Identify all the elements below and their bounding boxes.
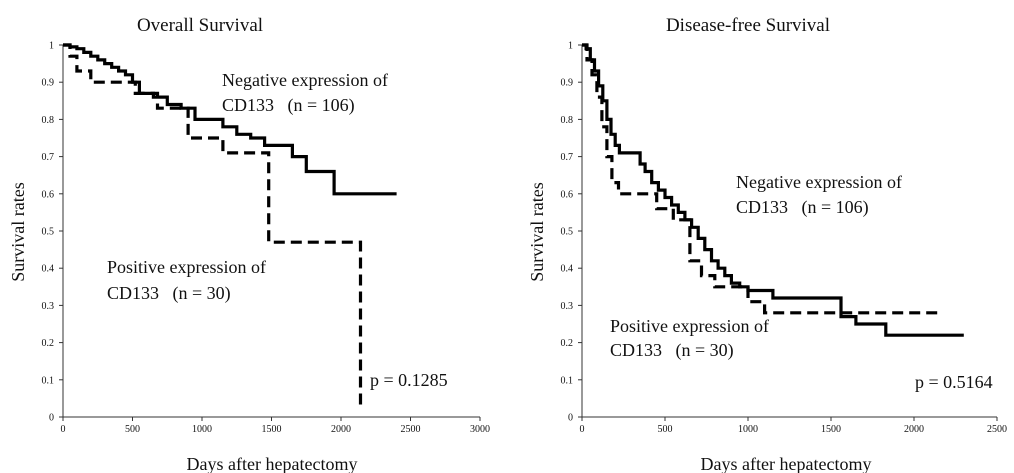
x-axis-title-disease-free: Days after hepatectomy [701,454,872,473]
x-tick-label: 1000 [738,424,758,435]
series-label-negative-line1: Negative expression of [222,70,388,90]
y-tick-label: 1 [49,41,54,52]
disease-free-survival-chart: Disease-free Survival Survival rates Day… [527,15,1007,473]
y-tick-label: 0.9 [42,78,55,89]
survival-curve-positive [582,43,939,315]
p-value-overall: p = 0.1285 [370,370,448,390]
y-tick-label: 0.9 [561,78,574,89]
y-tick-label: 0.5 [561,227,574,238]
y-tick-label: 0.3 [42,301,55,312]
y-tick-label: 0.7 [561,152,574,163]
y-tick-label: 0.1 [42,375,55,386]
x-tick-label: 2500 [987,424,1007,435]
y-tick-label: 0.6 [42,189,55,200]
y-tick-label: 0.1 [561,375,574,386]
ticks-disease-free: 0 500 1000 1500 2000 2500 0 0.1 0.2 0.3 0.4 0.5 0.6 0… [561,41,1008,436]
ticks-overall: 0 500 1000 1500 2000 2500 3000 0 0.1 0.2 0.3 0.4 0.5… [42,41,491,436]
series-label-positive-line2: CD133 (n = 30) [610,340,734,361]
x-tick-label: 500 [125,424,140,435]
y-axis-title-overall: Survival rates [8,182,28,281]
y-tick-label: 0.2 [42,338,55,349]
y-tick-label: 0.5 [42,227,55,238]
y-tick-label: 0.7 [42,152,55,163]
series-label-positive-line1: Positive expression of [610,316,769,336]
x-tick-label: 0 [580,424,585,435]
chart-title-overall-survival: Overall Survival [137,15,263,36]
y-tick-label: 0.6 [561,189,574,200]
curves-overall [63,43,397,410]
p-value-disease-free: p = 0.5164 [915,372,993,392]
y-tick-label: 0.4 [42,264,55,275]
curves-disease-free [582,43,964,337]
y-tick-label: 0 [568,413,573,424]
y-tick-label: 0.8 [42,115,55,126]
x-tick-label: 2500 [401,424,421,435]
x-tick-label: 1500 [262,424,282,435]
x-axis-title-overall: Days after hepatectomy [187,454,358,473]
y-axis-title-disease-free: Survival rates [527,182,547,281]
y-tick-label: 0 [49,413,54,424]
x-tick-label: 2000 [904,424,924,435]
y-tick-label: 1 [568,41,573,52]
x-tick-label: 0 [61,424,66,435]
x-tick-label: 2000 [331,424,351,435]
series-label-negative-line1: Negative expression of [736,172,902,192]
survival-curve-positive [63,43,363,410]
series-label-negative-line2: CD133 (n = 106) [222,95,355,116]
x-tick-label: 1500 [821,424,841,435]
x-tick-label: 1000 [192,424,212,435]
y-tick-label: 0.2 [561,338,574,349]
chart-title-disease-free-survival: Disease-free Survival [666,15,830,36]
survival-curve-negative [582,43,964,337]
y-tick-label: 0.8 [561,115,574,126]
y-tick-label: 0.4 [561,264,574,275]
x-tick-label: 500 [658,424,673,435]
x-tick-label: 3000 [470,424,490,435]
series-label-positive-line2: CD133 (n = 30) [107,283,231,304]
series-label-positive-line1: Positive expression of [107,257,266,277]
survival-curve-negative [63,43,397,196]
series-label-negative-line2: CD133 (n = 106) [736,197,869,218]
axes-disease-free [581,45,997,418]
y-tick-label: 0.3 [561,301,574,312]
overall-survival-chart: Overall Survival Survival rates Days aft… [8,15,490,473]
